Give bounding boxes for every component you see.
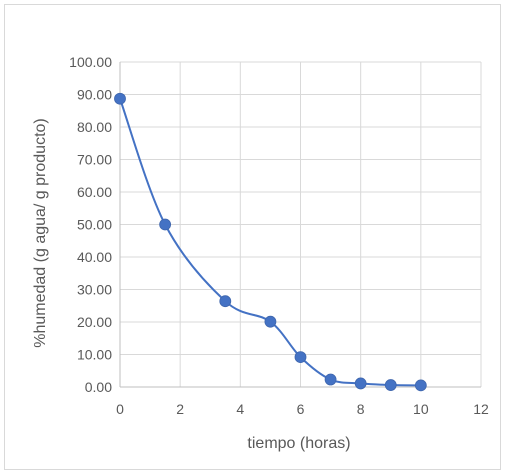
chart-frame: 0.00 10.00 20.00 30.00 40.00 50.00 60.00 70.00 8… — [4, 4, 501, 470]
y-tick-label: 10.00 — [77, 347, 112, 363]
x-tick-label: 10 — [413, 401, 429, 417]
x-tick-label: 8 — [357, 401, 365, 417]
data-point — [264, 315, 277, 328]
x-tick-label: 12 — [473, 401, 489, 417]
y-tick-label: 60.00 — [77, 184, 112, 200]
y-tick-label: 40.00 — [77, 249, 112, 265]
y-tick-label: 30.00 — [77, 282, 112, 298]
data-point — [219, 295, 232, 308]
x-axis-title: tiempo (horas) — [247, 435, 350, 452]
x-tick-label: 0 — [116, 401, 124, 417]
series-line — [119, 98, 421, 387]
data-point — [354, 377, 367, 390]
series-layer — [114, 92, 427, 392]
y-tick-label: 20.00 — [77, 314, 112, 330]
y-tick-label: 70.00 — [77, 152, 112, 168]
grid-layer — [120, 61, 482, 387]
y-tick-label: 90.00 — [77, 87, 112, 103]
data-point — [294, 351, 307, 364]
y-tick-label: 50.00 — [77, 217, 112, 233]
data-point — [384, 379, 397, 391]
x-tick-label: 6 — [297, 401, 305, 417]
y-tick-label: 80.00 — [77, 119, 112, 135]
chart-svg: 0.00 10.00 20.00 30.00 40.00 50.00 60.00 70.00 8… — [32, 54, 489, 452]
data-point — [159, 218, 172, 231]
data-point — [414, 379, 427, 392]
y-tick-label: 100.00 — [69, 54, 112, 70]
data-point — [324, 373, 337, 386]
x-tick-label: 2 — [176, 401, 184, 417]
y-tick-label: 0.00 — [85, 379, 112, 395]
x-tick-label: 4 — [236, 401, 244, 417]
y-axis-title: %humedad (g agua/ g producto) — [32, 118, 49, 347]
tick-label-layer: 0.00 10.00 20.00 30.00 40.00 50.00 60.00 70.00 8… — [69, 54, 489, 417]
data-point — [114, 92, 126, 105]
